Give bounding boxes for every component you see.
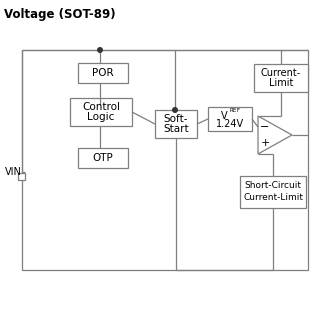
- Bar: [254, 64, 308, 92]
- Bar: [22, 50, 308, 270]
- Text: Logic: Logic: [87, 112, 115, 122]
- Bar: [155, 110, 197, 138]
- Text: Short-Circuit: Short-Circuit: [244, 181, 301, 190]
- Text: Soft-: Soft-: [164, 114, 188, 124]
- Bar: [208, 107, 252, 131]
- Text: Current-Limit: Current-Limit: [243, 194, 303, 203]
- Circle shape: [98, 48, 102, 52]
- Text: POR: POR: [92, 68, 114, 78]
- Bar: [18, 172, 25, 180]
- Bar: [240, 176, 306, 208]
- Text: Current-: Current-: [261, 68, 301, 78]
- Text: Start: Start: [163, 124, 189, 134]
- Text: +: +: [260, 138, 270, 148]
- Bar: [70, 98, 132, 126]
- Text: $\mathregular{V}$: $\mathregular{V}$: [220, 109, 229, 121]
- Text: 1.24V: 1.24V: [216, 119, 244, 129]
- Text: OTP: OTP: [92, 153, 113, 163]
- Text: $\mathregular{_{REF}}$: $\mathregular{_{REF}}$: [229, 106, 241, 115]
- Circle shape: [173, 108, 177, 112]
- Text: −: −: [260, 122, 270, 132]
- Text: Control: Control: [82, 102, 120, 112]
- Text: Limit: Limit: [269, 78, 293, 88]
- Text: Voltage (SOT-89): Voltage (SOT-89): [4, 8, 116, 21]
- Text: VIN: VIN: [5, 167, 22, 177]
- Bar: [78, 148, 128, 168]
- Bar: [78, 63, 128, 83]
